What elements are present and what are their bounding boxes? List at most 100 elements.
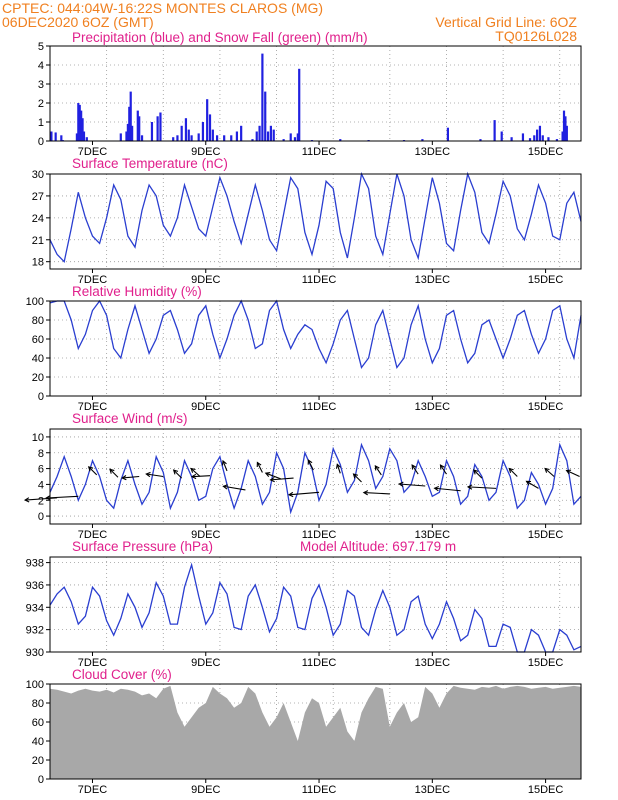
cloud-cover-title: Cloud Cover (%) [72,667,172,682]
wind-vector-head [565,469,572,475]
precip-bar [126,123,129,141]
wind-ytick-label: 4 [38,479,44,491]
wind-frame [49,428,582,525]
precip-ytick-label: 4 [38,60,44,72]
precip-ytick-label: 0 [38,136,44,148]
wind-panel: Surface Wind (m/s) 0 2 4 6 8 10 7DEC 9DEC 11DEC 1… [23,411,582,541]
humidity-ytick-label: 20 [32,372,44,384]
wind-ytick-label: 2 [38,495,44,507]
wind-xtick-label: 9DEC [191,529,220,541]
wind-vector-arrow [336,464,341,474]
wind-vector-arrow [265,472,282,480]
precip-xtick-label: 9DEC [191,146,220,158]
wind-vector-head [45,495,51,501]
precip-bar [493,120,496,141]
wind-vector-head [473,469,479,475]
model-altitude-label: Model Altitude: 697.179 m [300,539,456,554]
cloud-xtick-label: 11DEC [302,784,337,796]
precip-bar [190,135,193,141]
precip-bar [128,106,131,141]
header-date-line: 06DEC2020 6OZ (GMT) [2,14,154,30]
precip-bar [266,131,270,141]
precip-bar [255,131,258,141]
precip-bar [138,116,141,141]
humidity-line [49,299,582,369]
wind-vector-arrow [88,466,98,476]
pressure-xtick-label: 11DEC [302,657,337,669]
precip-bar [223,135,226,141]
cloud-frame [49,683,582,780]
pressure-xtick-label: 9DEC [191,657,220,669]
precip-bar [211,129,214,141]
wind-vector-head [374,464,380,471]
precip-bar [140,135,144,141]
precip-bar [82,131,86,141]
precip-bar [159,112,162,141]
temp-ytick-label: 21 [32,235,44,247]
pressure-xtick-label: 15DEC [528,657,564,669]
precip-bar [125,131,128,141]
wind-vector-head [466,484,473,490]
wind-xtick-label: 7DEC [78,529,107,541]
temperature-title: Surface Temperature (nC) [72,156,228,171]
wind-vector-head [398,481,404,487]
temp-xtick-label: 11DEC [302,274,337,286]
wind-ytick-label: 10 [32,432,44,444]
precip-bar [538,125,542,141]
wind-vector-arrow [353,473,362,483]
wind-ytick-label: 0 [38,511,44,523]
wind-vector-arrow [307,459,314,471]
precip-bar [197,133,200,141]
wind-vector-head [222,484,228,490]
temperature-panel: Surface Temperature (nC) 18 21 24 27 30 7DEC 9… [32,156,582,286]
precip-bar [176,135,179,141]
temp-ytick-label: 27 [32,191,44,203]
pressure-ytick-label: 938 [26,558,44,570]
wind-vector-head [352,473,358,479]
wind-vector-arrow [399,483,426,487]
precip-bar [272,129,275,141]
cloud-ytick-label: 80 [32,698,44,710]
humidity-xtick-label: 11DEC [302,401,337,413]
precip-bar [81,118,84,141]
precip-bar [230,135,233,141]
cloud-ytick-label: 40 [32,736,44,748]
wind-vector-arrow [190,468,201,477]
humidity-xtick-label: 9DEC [191,401,220,413]
wind-ytick-label: 8 [38,448,44,460]
precip-bar [565,125,568,141]
precip-ytick-label: 1 [38,117,44,129]
wind-xtick-label: 11DEC [302,529,337,541]
temp-xtick-label: 7DEC [78,274,107,286]
precip-xtick-label: 13DEC [415,146,451,158]
wind-vector-head [109,468,115,474]
header-model-id: TQ0126L028 [495,28,577,44]
wind-xtick-label: 13DEC [415,529,451,541]
precip-bar [555,139,559,141]
wind-vector-head [544,467,550,473]
header-grid-note: Vertical Grid Line: 6OZ [435,14,577,30]
wind-vector-head [121,475,127,481]
humidity-ytick-label: 100 [26,296,44,308]
precip-bar [562,110,566,141]
precip-bar [536,129,539,141]
wind-vector-arrow [223,485,246,491]
cloud-area [50,685,581,779]
precip-bar [510,137,513,141]
precip-frame [49,45,582,142]
humidity-xtick-label: 15DEC [528,401,564,413]
temp-ytick-label: 18 [32,257,44,269]
wind-vector-head [23,497,30,503]
wind-vector-arrow [508,468,518,477]
wind-vector-head [335,463,341,469]
wind-vector-arrow [526,480,539,489]
precip-bar [54,132,57,141]
wind-vector-arrow [363,491,390,495]
precip-bar [129,91,132,141]
precip-xtick-label: 11DEC [302,146,337,158]
precip-bar [282,139,285,141]
cloud-cover-panel: Cloud Cover (%) 0 20 40 60 80 100 7DEC 9DEC 11DE… [26,667,582,796]
precip-bar [201,122,205,141]
pressure-ytick-label: 930 [26,647,44,659]
